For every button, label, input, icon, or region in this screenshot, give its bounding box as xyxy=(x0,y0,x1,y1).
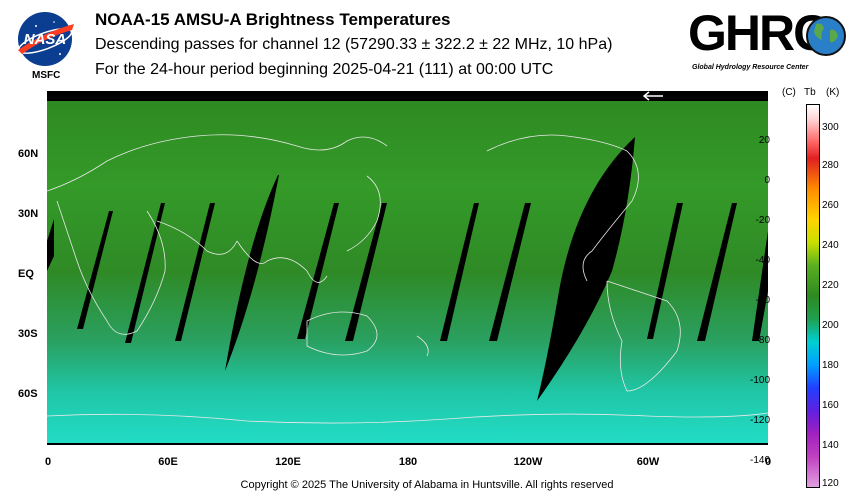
lon-label-0: 0 xyxy=(44,456,52,468)
colorbar-k-label: 160 xyxy=(822,400,839,411)
lon-label-0-east: 0 xyxy=(764,456,772,468)
lon-label-180: 180 xyxy=(398,456,418,468)
colorbar-c-label: -140 xyxy=(749,455,770,466)
colorbar-c-label: -20 xyxy=(755,215,770,226)
swath-gaps xyxy=(47,137,768,401)
colorbar-k-label: 120 xyxy=(822,478,839,489)
lon-label-60e: 60E xyxy=(158,456,178,468)
ghrc-globe-icon xyxy=(806,16,846,56)
period-line: For the 24-hour period beginning 2025-04… xyxy=(95,61,554,78)
colorbar-k-label: 140 xyxy=(822,440,839,451)
colorbar-header-c: (C) xyxy=(782,87,796,98)
lat-label-60n: 60N xyxy=(18,148,39,160)
lat-label-60s: 60S xyxy=(18,388,38,400)
page-subtitle: Descending passes for channel 12 (57290.… xyxy=(95,36,613,53)
msfc-label: MSFC xyxy=(32,70,61,81)
colorbar-k-label: 220 xyxy=(822,280,839,291)
lon-label-60w: 60W xyxy=(636,456,660,468)
colorbar-k-label: 240 xyxy=(822,240,839,251)
nasa-logo: NASA MSFC xyxy=(12,10,78,82)
lon-label-120e: 120E xyxy=(275,456,301,468)
ghrc-sublabel: Global Hydrology Resource Center xyxy=(692,64,809,71)
coastlines xyxy=(47,134,768,424)
colorbar xyxy=(806,104,820,488)
left-arrow-icon xyxy=(642,91,663,101)
brightness-temperature-map xyxy=(47,101,768,443)
lon-label-120w: 120W xyxy=(513,456,543,468)
map-field xyxy=(47,101,768,443)
lat-label-30n: 30N xyxy=(18,208,39,220)
colorbar-c-label: 20 xyxy=(758,135,770,146)
colorbar-k-label: 200 xyxy=(822,320,839,331)
nasa-logo-text: NASA xyxy=(24,31,67,48)
map-panel xyxy=(47,91,768,445)
colorbar-header-k: (K) xyxy=(826,87,840,98)
colorbar-k-label: 260 xyxy=(822,200,839,211)
colorbar-k-label: 180 xyxy=(822,360,839,371)
colorbar-c-label: -80 xyxy=(755,335,770,346)
copyright-notice: Copyright © 2025 The University of Alaba… xyxy=(240,479,614,491)
ghrc-logo: GHRC Global Hydrology Resource Center xyxy=(686,5,850,78)
colorbar-c-label: -60 xyxy=(755,295,770,306)
colorbar-header-tb: Tb xyxy=(804,87,816,98)
nasa-meatball-icon: NASA xyxy=(17,12,74,66)
colorbar-k-label: 280 xyxy=(822,160,839,171)
colorbar-c-label: -100 xyxy=(749,375,770,386)
colorbar-c-label: 0 xyxy=(764,175,770,186)
colorbar-k-label: 300 xyxy=(822,122,839,133)
ghrc-logo-text: GHRC xyxy=(688,5,829,61)
colorbar-c-label: -120 xyxy=(749,415,770,426)
page-title: NOAA-15 AMSU-A Brightness Temperatures xyxy=(95,10,451,29)
colorbar-c-label: -40 xyxy=(755,255,770,266)
lat-label-eq: EQ xyxy=(18,268,34,280)
lat-label-30s: 30S xyxy=(18,328,38,340)
